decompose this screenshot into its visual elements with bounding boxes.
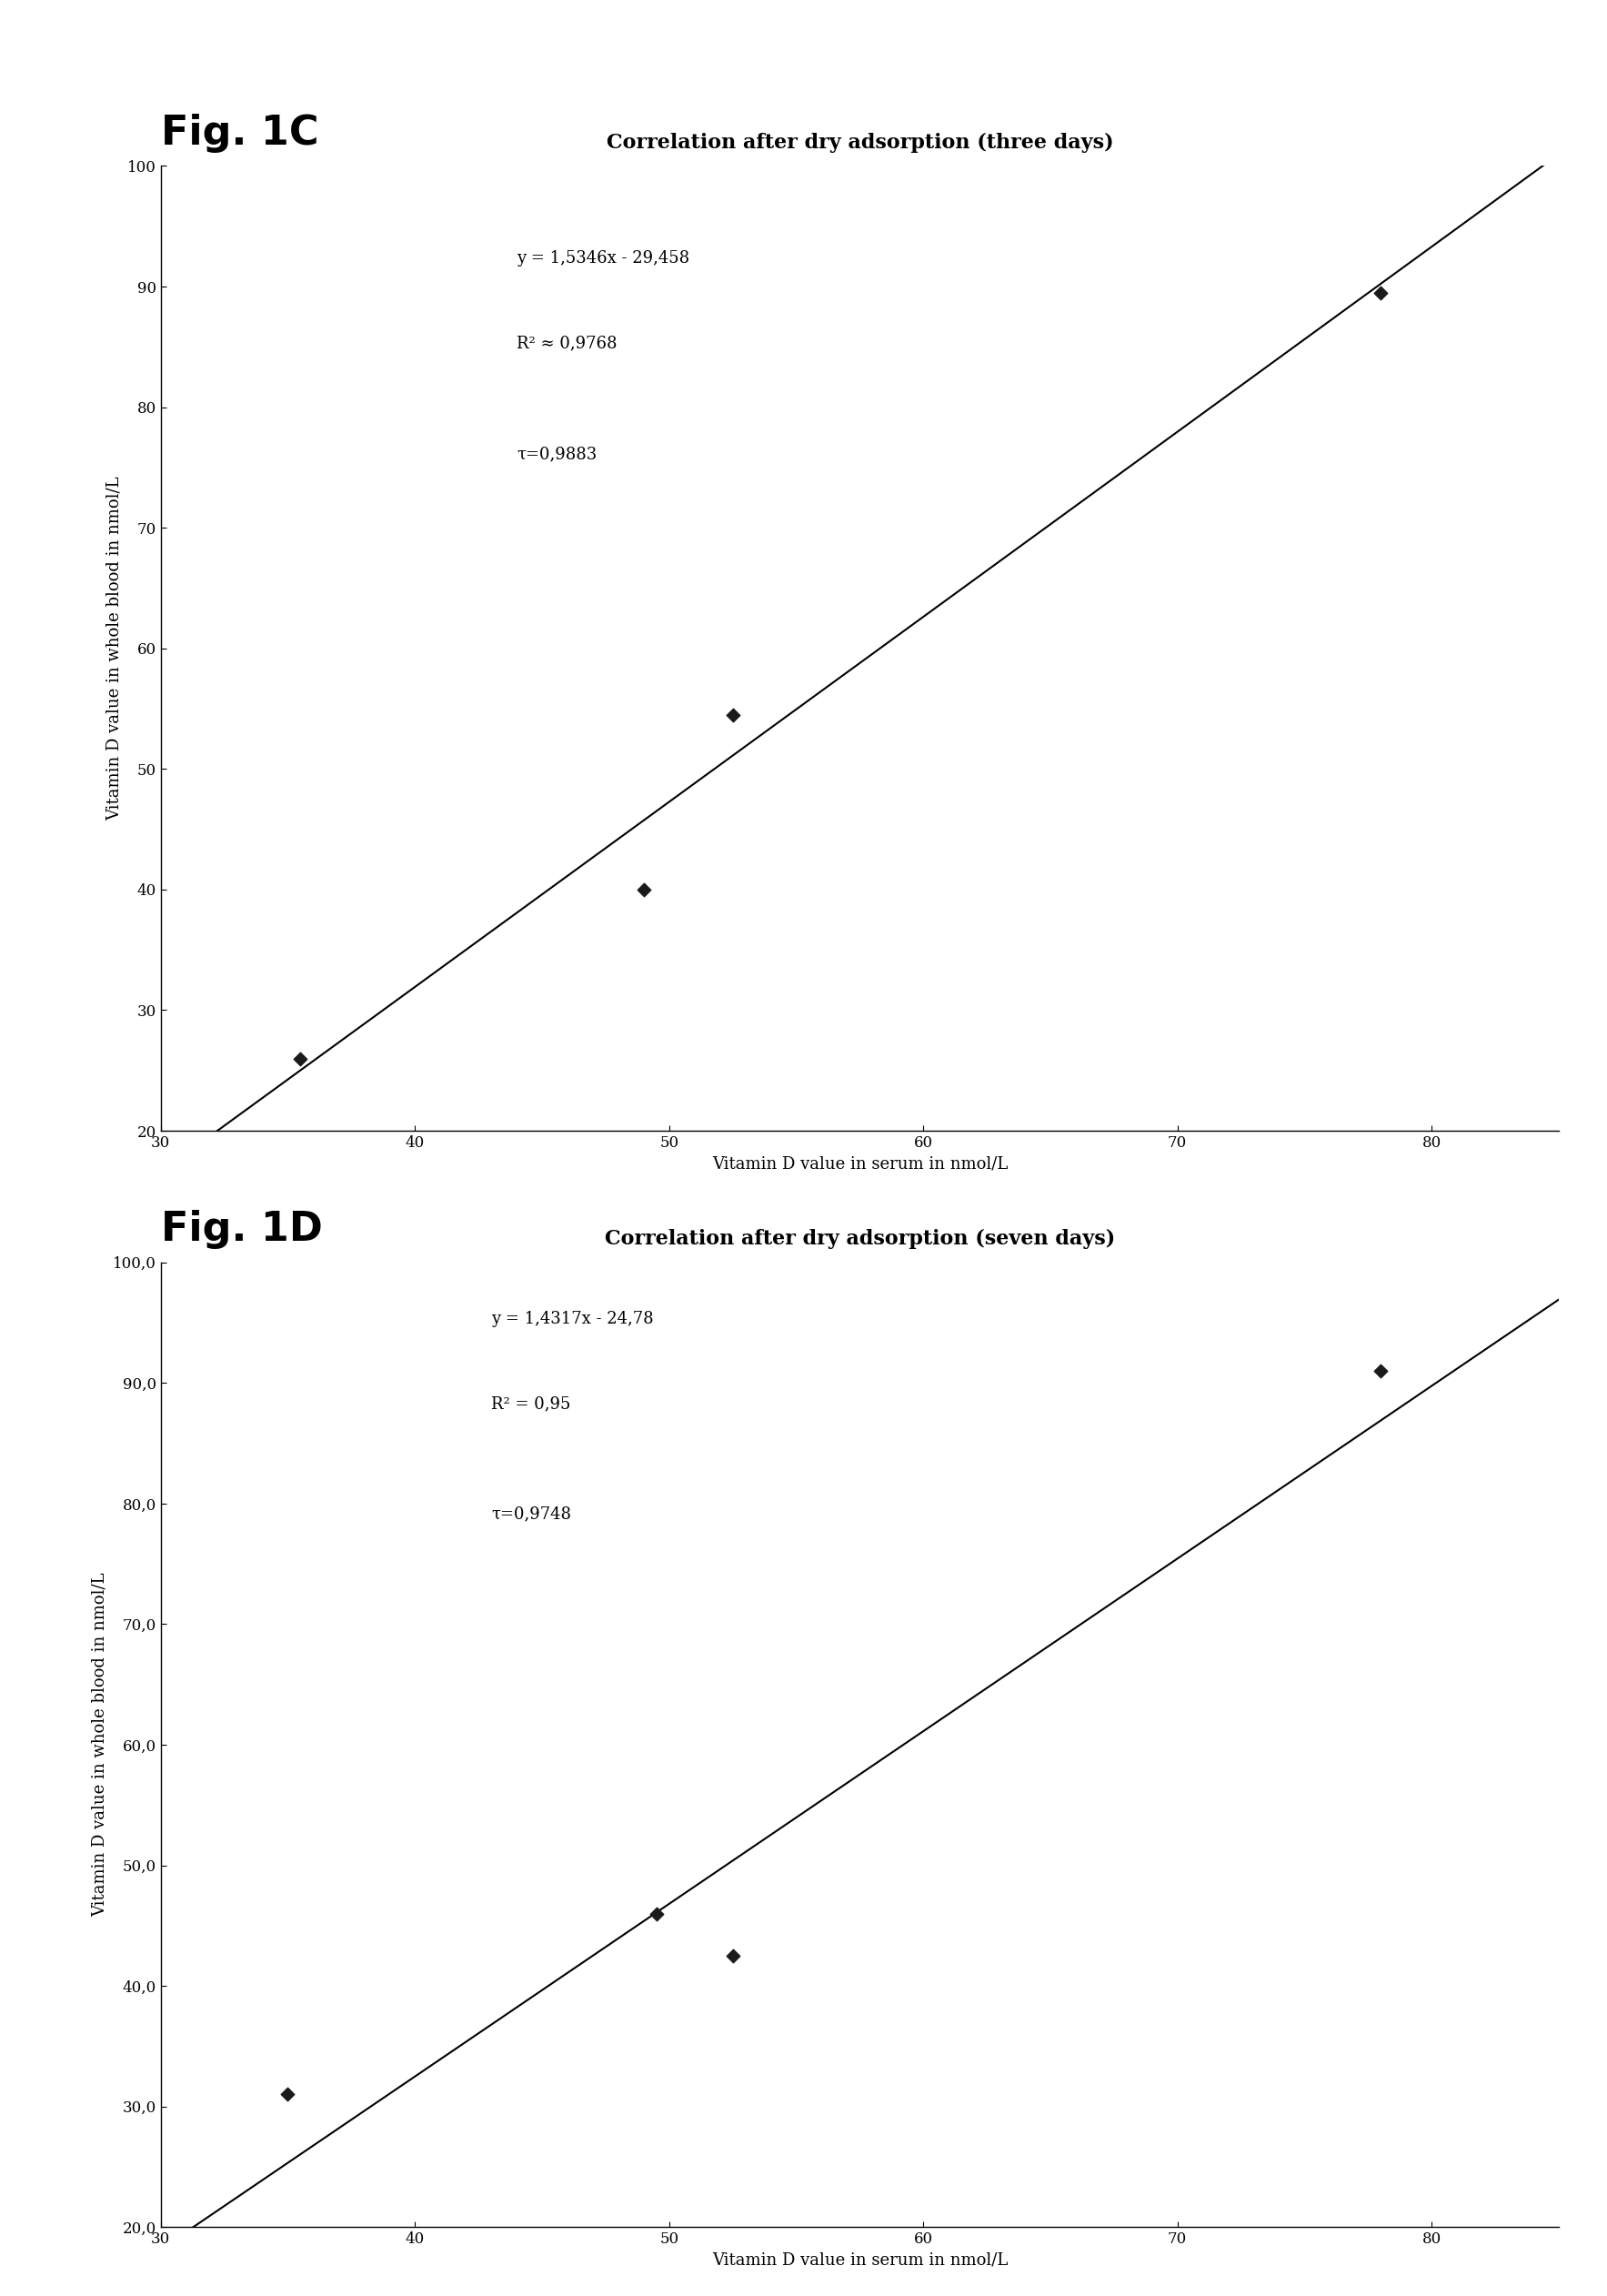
Title: Correlation after dry adsorption (three days): Correlation after dry adsorption (three …: [606, 133, 1114, 154]
Point: [288, 1040, 313, 1077]
Point: [632, 870, 657, 907]
Y-axis label: Vitamin D value in whole blood in nmol/L: Vitamin D value in whole blood in nmol/L: [106, 475, 122, 820]
Text: Fig. 1D: Fig. 1D: [161, 1210, 323, 1249]
Text: y = 1,5346x - 29,458: y = 1,5346x - 29,458: [516, 250, 689, 266]
Point: [720, 696, 746, 732]
X-axis label: Vitamin D value in serum in nmol/L: Vitamin D value in serum in nmol/L: [712, 1155, 1008, 1171]
Point: [643, 1894, 669, 1931]
X-axis label: Vitamin D value in serum in nmol/L: Vitamin D value in serum in nmol/L: [712, 2252, 1008, 2268]
Text: Fig. 1C: Fig. 1C: [161, 115, 318, 154]
Point: [275, 2076, 301, 2112]
Text: τ=0,9748: τ=0,9748: [492, 1506, 570, 1522]
Text: τ=0,9883: τ=0,9883: [516, 445, 596, 461]
Point: [720, 1938, 746, 1975]
Text: R² ≈ 0,9768: R² ≈ 0,9768: [516, 335, 617, 351]
Y-axis label: Vitamin D value in whole blood in nmol/L: Vitamin D value in whole blood in nmol/L: [92, 1573, 108, 1917]
Text: y = 1,4317x - 24,78: y = 1,4317x - 24,78: [492, 1311, 654, 1327]
Text: R² = 0,95: R² = 0,95: [492, 1396, 570, 1412]
Point: [1368, 1352, 1393, 1389]
Point: [1368, 273, 1393, 310]
Title: Correlation after dry adsorption (seven days): Correlation after dry adsorption (seven …: [604, 1228, 1115, 1249]
